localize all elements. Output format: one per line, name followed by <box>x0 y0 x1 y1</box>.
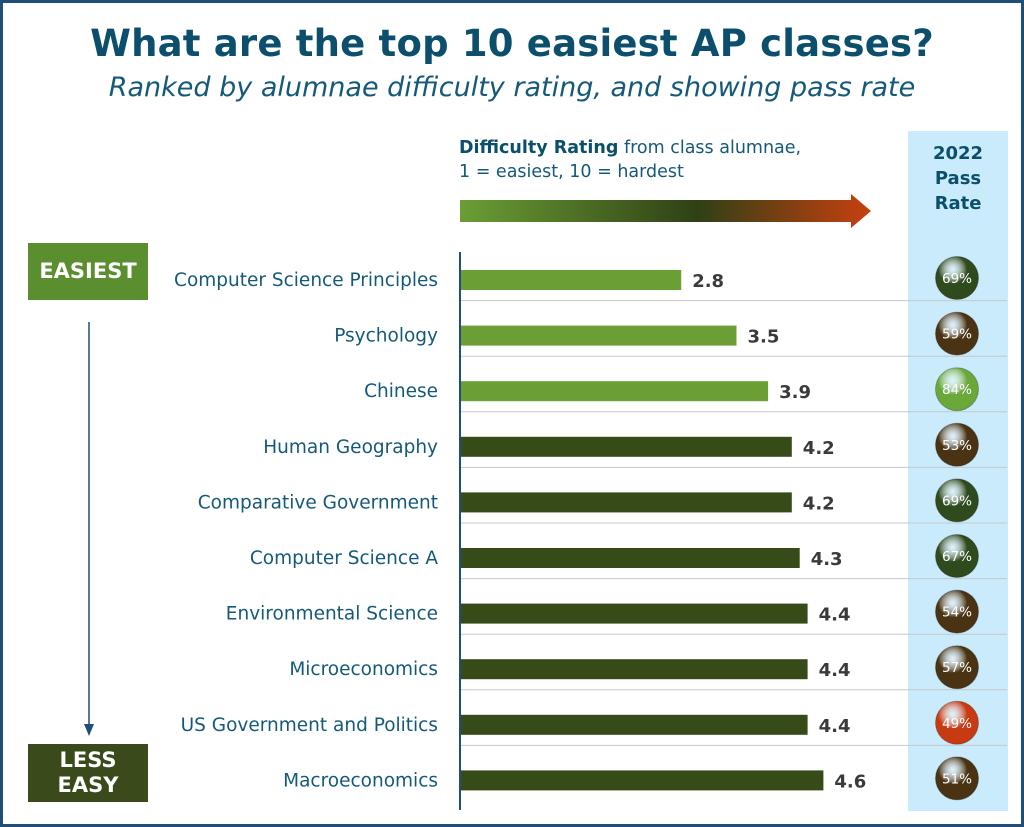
chart-title: What are the top 10 easiest AP classes? <box>90 22 934 65</box>
pass-rate-label: 59% <box>942 327 972 343</box>
bar <box>460 381 769 402</box>
bar <box>460 714 808 735</box>
value-label: 4.3 <box>811 549 843 570</box>
pass-rate-column <box>908 131 1008 811</box>
pass-rate-ball <box>935 534 979 578</box>
pass-rate-ball <box>935 645 979 690</box>
category-label: Computer Science A <box>250 548 438 569</box>
category-label: US Government and Politics <box>181 715 438 736</box>
bar <box>460 659 808 680</box>
pass-rate-label: 54% <box>942 605 972 621</box>
bar <box>460 603 808 624</box>
difficulty-gradient-arrow-icon <box>460 194 871 228</box>
down-arrow-icon <box>84 322 94 736</box>
category-label: Computer Science Principles <box>174 270 438 291</box>
bar <box>460 492 792 513</box>
pass-rate-ball <box>935 478 979 523</box>
pass-rate-label: 67% <box>942 549 972 565</box>
pass-rate-label: 69% <box>942 493 972 509</box>
legend-scale: 1 = easiest, 10 = hardest <box>459 162 684 182</box>
pass-header-pass: Pass <box>934 168 982 189</box>
pass-rate-label: 53% <box>942 438 972 454</box>
value-label: 4.4 <box>819 660 851 681</box>
pass-rate-ball <box>935 700 979 745</box>
pass-rate-ball <box>935 367 979 412</box>
bar <box>460 270 682 290</box>
less-easy-badge: LESS EASY <box>28 744 148 802</box>
value-label: 2.8 <box>692 271 724 292</box>
pass-rate-label: 51% <box>942 771 972 787</box>
pass-rate-label: 69% <box>942 271 972 287</box>
bar <box>460 548 800 568</box>
category-label: Human Geography <box>263 437 438 458</box>
pass-rate-ball <box>935 311 979 356</box>
pass-rate-ball <box>935 589 979 634</box>
difficulty-legend: Difficulty Rating from class alumnae, 1 … <box>459 136 879 184</box>
bar <box>460 770 824 791</box>
category-label: Environmental Science <box>226 604 438 625</box>
value-label: 4.6 <box>834 771 866 792</box>
pass-header-rate: Rate <box>934 193 982 214</box>
pass-rate-label: 57% <box>942 660 972 676</box>
value-label: 3.5 <box>748 327 780 348</box>
category-label: Comparative Government <box>198 492 438 513</box>
pass-rate-ball <box>935 422 979 467</box>
legend-rest: from class alumnae, <box>618 138 802 158</box>
category-label: Microeconomics <box>289 659 438 680</box>
less-easy-line2: EASY <box>57 773 119 797</box>
value-label: 3.9 <box>779 382 811 403</box>
bar <box>460 436 792 457</box>
pass-rate-label: 49% <box>942 716 972 732</box>
pass-header-year: 2022 <box>932 143 984 164</box>
category-label: Psychology <box>334 326 438 347</box>
value-label: 4.2 <box>803 438 835 459</box>
legend-bold: Difficulty Rating <box>459 138 619 158</box>
less-easy-line1: LESS <box>59 748 117 772</box>
pass-rate-label: 84% <box>942 382 972 398</box>
bar <box>460 325 737 346</box>
value-label: 4.4 <box>819 716 851 737</box>
category-label: Macroeconomics <box>283 770 438 791</box>
pass-rate-ball <box>935 756 979 801</box>
pass-rate-ball <box>935 256 979 300</box>
chart-subtitle: Ranked by alumnae difficulty rating, and… <box>108 72 916 103</box>
pass-rate-header: 2022 Pass Rate <box>908 141 1008 216</box>
category-label: Chinese <box>364 381 438 402</box>
value-label: 4.2 <box>803 493 835 514</box>
easiest-badge: EASIEST <box>28 243 148 300</box>
value-label: 4.4 <box>819 605 851 626</box>
